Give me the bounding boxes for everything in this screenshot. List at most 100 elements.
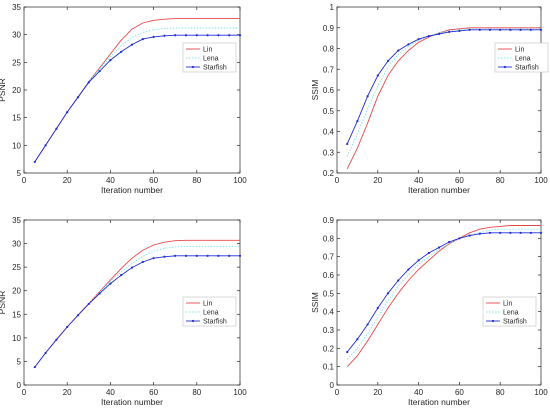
series-point-starfish <box>109 59 112 62</box>
series-point-starfish <box>206 254 209 257</box>
x-tick-label: 40 <box>414 176 423 185</box>
series-point-starfish <box>87 81 90 84</box>
legend-label-lena: Lena <box>203 56 219 63</box>
series-point-starfish <box>76 314 80 317</box>
legend-label-lin: Lin <box>203 301 212 308</box>
legend-label-starfish: Starfish <box>203 319 227 326</box>
legend-label-lena: Lena <box>203 310 219 317</box>
series-point-starfish <box>66 325 69 329</box>
series-point-starfish <box>228 34 231 37</box>
y-tick-label: 0.1 <box>323 363 335 372</box>
series-point-starfish <box>458 29 461 32</box>
y-tick-label: 0.4 <box>323 128 335 137</box>
series-point-starfish <box>488 28 492 31</box>
y-tick-label: 0.2 <box>323 169 335 178</box>
y-tick-label: 20 <box>12 287 21 296</box>
series-point-starfish <box>386 292 390 295</box>
y-tick-label: 35 <box>12 3 21 12</box>
series-point-starfish <box>458 237 461 240</box>
legend: Lin Lena Starfish <box>182 296 237 327</box>
series-point-starfish <box>529 28 532 31</box>
series-point-starfish <box>468 234 471 237</box>
legend-label-lin: Lin <box>203 47 212 54</box>
x-tick-label: 60 <box>149 388 158 397</box>
series-point-starfish <box>427 34 430 38</box>
series-line-starfish <box>34 34 240 163</box>
series-point-starfish <box>152 35 155 38</box>
series-point-starfish <box>130 43 134 46</box>
legend-label-lena: Lena <box>515 56 531 63</box>
x-tick-label: 0 <box>22 388 27 397</box>
x-axis-label: Iteration number <box>101 185 163 195</box>
series-point-starfish <box>98 70 101 73</box>
series-point-starfish <box>217 34 220 37</box>
y-tick-label: 0.9 <box>323 216 335 225</box>
y-tick-label: 5 <box>17 169 22 178</box>
y-tick-label: 20 <box>12 86 21 95</box>
series-point-starfish <box>376 74 379 77</box>
y-tick-label: 0.8 <box>323 45 335 54</box>
legend: Lin Lena Starfish <box>482 296 537 327</box>
series-line-starfish <box>346 232 541 353</box>
y-tick-label: 0.9 <box>323 24 335 33</box>
legend-label-lena: Lena <box>503 310 519 317</box>
y-tick-label: 0.7 <box>323 253 335 262</box>
series-point-starfish <box>529 231 532 234</box>
series-point-starfish <box>366 95 369 98</box>
y-tick-label: 0.5 <box>323 107 335 116</box>
y-tick-label: 25 <box>12 263 21 272</box>
y-tick-label: 0 <box>17 381 22 390</box>
x-tick-label: 0 <box>22 176 27 185</box>
y-tick-label: 15 <box>12 114 21 123</box>
x-axis-label: Iteration number <box>408 397 470 407</box>
series-point-starfish <box>174 34 177 37</box>
series-point-starfish <box>66 111 69 114</box>
series-point-starfish <box>539 231 543 234</box>
x-tick-label: 20 <box>373 388 382 397</box>
series-point-starfish <box>519 231 522 234</box>
y-tick-label: 10 <box>12 141 21 150</box>
x-tick-label: 60 <box>455 388 464 397</box>
y-tick-label: 0.8 <box>323 234 335 243</box>
series-point-starfish <box>130 266 134 269</box>
series-point-starfish <box>238 34 242 37</box>
x-tick-label: 40 <box>414 388 423 397</box>
x-tick-label: 80 <box>496 176 505 185</box>
chart-panel-2: 0 20 40 60 80 100 0.2 0.3 0.4 0.5 0.6 0.7 0.8 0.9 1 Ite… <box>310 3 549 195</box>
series-point-starfish <box>346 350 349 354</box>
chart-panel-4: 0 20 40 60 80 100 0 0.1 0.2 0.3 0.4 0.5 0.6 0.7 0.8 0.9… <box>310 216 548 407</box>
series-point-starfish <box>98 292 101 295</box>
series-point-starfish <box>468 28 471 31</box>
series-line-lena <box>34 27 240 163</box>
series-point-starfish <box>33 160 36 164</box>
series-line-starfish <box>34 255 240 368</box>
y-tick-label: 30 <box>12 240 21 249</box>
series-point-starfish <box>488 231 492 234</box>
x-tick-label: 80 <box>496 388 505 397</box>
series-point-starfish <box>163 255 166 258</box>
series-point-starfish <box>44 351 47 355</box>
x-axis-label: Iteration number <box>101 397 163 407</box>
x-tick-label: 20 <box>63 176 72 185</box>
series-point-starfish <box>376 306 379 310</box>
y-tick-label: 0.4 <box>323 308 335 317</box>
legend-marker-starfish <box>191 319 195 323</box>
series-point-starfish <box>407 43 410 46</box>
series-line-starfish <box>346 29 541 145</box>
series-point-starfish <box>174 254 177 257</box>
x-tick-label: 60 <box>455 176 464 185</box>
y-tick-label: 25 <box>12 58 21 67</box>
series-point-starfish <box>478 28 481 31</box>
series-point-starfish <box>152 257 155 260</box>
legend-label-starfish: Starfish <box>503 319 527 326</box>
series-point-starfish <box>184 34 188 37</box>
series-point-starfish <box>228 254 231 257</box>
series-point-starfish <box>427 251 430 255</box>
y-tick-label: 0.3 <box>323 326 335 335</box>
x-tick-label: 100 <box>233 176 247 185</box>
series-point-starfish <box>195 34 198 37</box>
x-tick-label: 40 <box>106 388 115 397</box>
legend-label-lin: Lin <box>515 47 524 54</box>
series-point-starfish <box>509 28 512 31</box>
